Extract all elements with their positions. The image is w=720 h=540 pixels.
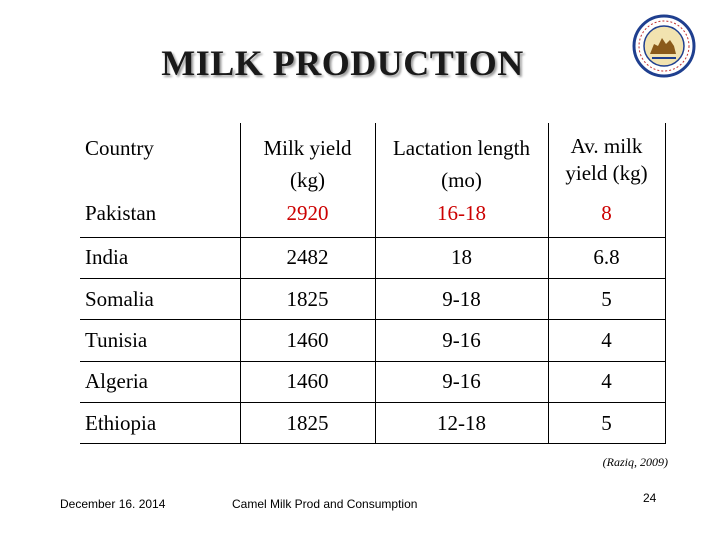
table-row: Algeria 1460 9-16 4: [80, 360, 665, 403]
cell-country: Algeria: [80, 360, 240, 403]
cell-milk-yield: 1460: [239, 319, 375, 362]
cell-milk-yield: 2920: [239, 201, 375, 237]
cell-milk-yield: 1825: [239, 402, 375, 445]
cell-lactation: 9-18: [374, 277, 548, 320]
cell-avg-yield: 6.8: [547, 236, 665, 279]
cell-country: Ethiopia: [80, 402, 240, 445]
cell-country: India: [80, 236, 240, 279]
citation: (Raziq, 2009): [602, 455, 668, 469]
footer-title: Camel Milk Prod and Consumption: [232, 497, 418, 511]
cell-lactation: 12-18: [374, 402, 548, 445]
cell-milk-yield: 2482: [239, 236, 375, 279]
cell-avg-yield: 5: [547, 277, 665, 320]
table-row: India 2482 18 6.8: [80, 236, 665, 279]
camel-association-logo-icon: [632, 14, 696, 78]
table-row: Ethiopia 1825 12-18 5: [80, 402, 665, 445]
cell-country: Tunisia: [80, 319, 240, 362]
cell-avg-yield: 5: [547, 402, 665, 445]
cell-country: Somalia: [80, 277, 240, 320]
header-avg-milk-yield: Av. milk yield (kg): [547, 123, 665, 201]
cell-lactation: 9-16: [374, 360, 548, 403]
cell-avg-yield: 8: [547, 201, 665, 237]
cell-milk-yield: 1825: [239, 277, 375, 320]
header-lactation-length: Lactation length (mo): [374, 123, 548, 201]
header-milk-yield: Milk yield (kg): [239, 123, 375, 201]
cell-avg-yield: 4: [547, 319, 665, 362]
page-number: 24: [643, 491, 657, 505]
table-row: Pakistan 2920 16-18 8: [80, 201, 665, 237]
slide-title: MILK PRODUCTION: [161, 43, 524, 83]
cell-milk-yield: 1460: [239, 360, 375, 403]
milk-production-table: Country Milk yield (kg) Lactation length…: [80, 123, 666, 445]
table-row: Somalia 1825 9-18 5: [80, 277, 665, 320]
table-header-row: Country Milk yield (kg) Lactation length…: [80, 123, 665, 201]
footer-date: December 16. 2014: [60, 497, 166, 511]
cell-lactation: 9-16: [374, 319, 548, 362]
cell-country: Pakistan: [85, 201, 157, 225]
header-country: Country: [85, 136, 154, 160]
cell-avg-yield: 4: [547, 360, 665, 403]
table-row: Tunisia 1460 9-16 4: [80, 319, 665, 362]
cell-lactation: 18: [374, 236, 548, 279]
cell-lactation: 16-18: [374, 201, 548, 237]
